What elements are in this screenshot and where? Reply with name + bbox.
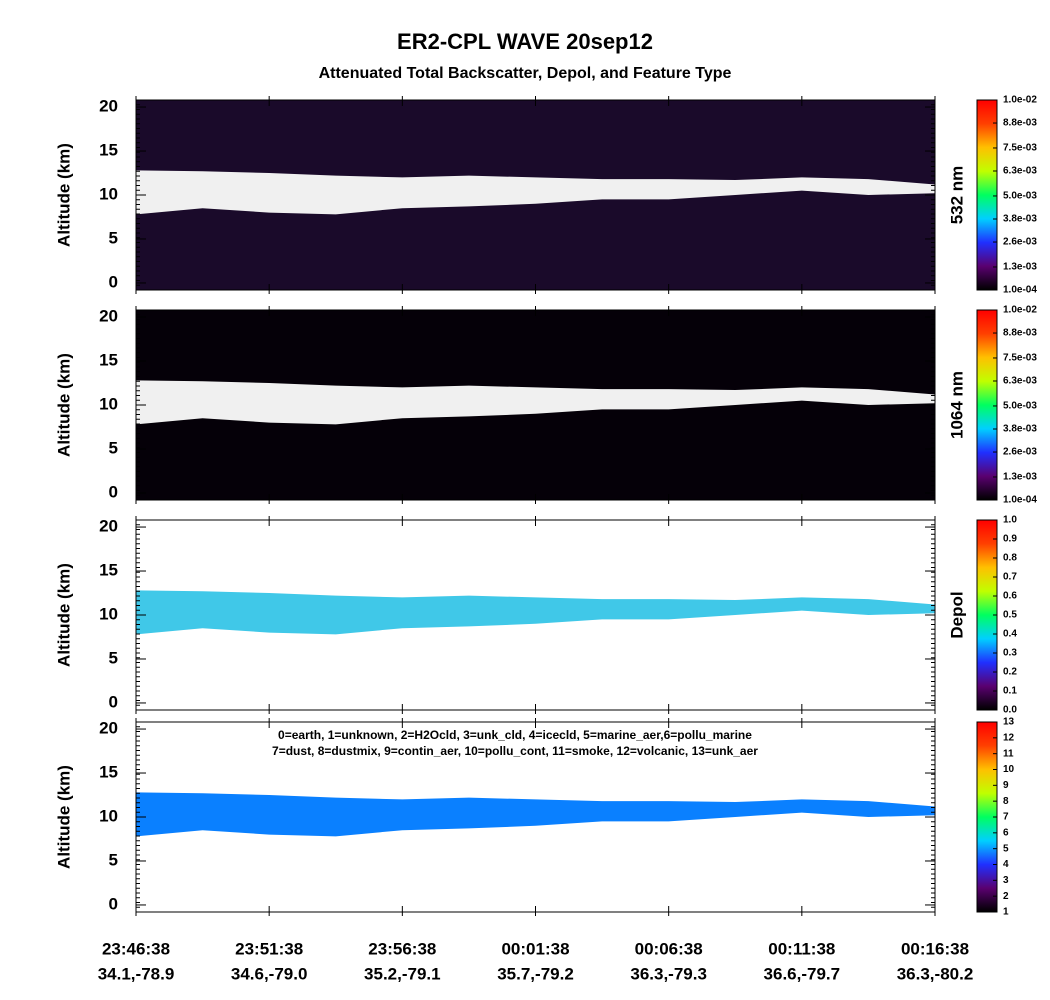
y-tick-label: 15 xyxy=(99,351,118,370)
colorbar-tick-label: 4 xyxy=(1003,859,1009,870)
chart-title: ER2-CPL WAVE 20sep12 xyxy=(397,29,653,54)
colorbar xyxy=(976,99,998,291)
colorbar-tick-label: 8.8e-03 xyxy=(1003,118,1037,129)
colorbar-tick-label: 3.8e-03 xyxy=(1003,424,1037,435)
y-tick-label: 15 xyxy=(99,763,118,782)
y-tick-label: 0 xyxy=(109,272,118,291)
y-tick-label: 10 xyxy=(99,394,118,413)
y-axis-label: Altitude (km) xyxy=(54,143,73,247)
x-tick-sublabel: 36.3,-80.2 xyxy=(897,964,974,983)
colorbar-tick-label: 0.1 xyxy=(1003,686,1017,697)
colorbar-tick-label: 1.0e-02 xyxy=(1003,305,1037,316)
colorbar-tick-label: 0.6 xyxy=(1003,591,1017,602)
colorbar-tick-label: 1.0e-02 xyxy=(1003,95,1037,106)
colorbar-tick-label: 2.6e-03 xyxy=(1003,237,1037,248)
y-axis-label: Altitude (km) xyxy=(54,353,73,457)
colorbar-tick-label: 13 xyxy=(1003,717,1015,728)
colorbar-tick-label: 7.5e-03 xyxy=(1003,353,1037,364)
colorbar-tick-label: 1.3e-03 xyxy=(1003,262,1037,273)
y-tick-label: 20 xyxy=(99,97,118,116)
colorbar-tick-label: 6 xyxy=(1003,827,1009,838)
colorbar-tick-label: 5.0e-03 xyxy=(1003,401,1037,412)
colorbar-tick-label: 0.7 xyxy=(1003,572,1017,583)
x-tick-sublabel: 35.7,-79.2 xyxy=(497,964,574,983)
colorbar-tick-label: 6.3e-03 xyxy=(1003,376,1037,387)
colorbar-tick-label: 10 xyxy=(1003,764,1015,775)
y-tick-label: 15 xyxy=(99,141,118,160)
x-tick-sublabel: 34.6,-79.0 xyxy=(231,964,308,983)
x-tick-label: 00:06:38 xyxy=(635,939,703,958)
colorbar-tick-label: 3 xyxy=(1003,875,1009,886)
y-tick-label: 5 xyxy=(109,850,118,869)
y-tick-label: 20 xyxy=(99,307,118,326)
colorbar-tick-label: 5.0e-03 xyxy=(1003,191,1037,202)
colorbar-tick-label: 8 xyxy=(1003,796,1009,807)
colorbar-tick-label: 1 xyxy=(1003,907,1009,918)
colorbar-tick-label: 1.0e-04 xyxy=(1003,285,1037,296)
colorbar-tick-label: 3.8e-03 xyxy=(1003,214,1037,225)
colorbar xyxy=(976,309,998,501)
y-tick-label: 0 xyxy=(109,692,118,711)
cloud-layer xyxy=(136,170,935,215)
y-tick-label: 10 xyxy=(99,184,118,203)
x-tick-sublabel: 34.1,-78.9 xyxy=(98,964,175,983)
y-tick-label: 20 xyxy=(99,517,118,536)
x-tick-label: 23:56:38 xyxy=(368,939,436,958)
x-tick-label: 00:01:38 xyxy=(501,939,569,958)
side-label: 1064 nm xyxy=(947,371,966,439)
colorbar-tick-label: 0.3 xyxy=(1003,648,1017,659)
colorbar-tick-label: 2 xyxy=(1003,891,1009,902)
colorbar-tick-label: 0.2 xyxy=(1003,667,1017,678)
annotation: 0=earth, 1=unknown, 2=H2Ocld, 3=unk_cld,… xyxy=(278,728,752,742)
y-tick-label: 5 xyxy=(109,228,118,247)
chart-subtitle: Attenuated Total Backscatter, Depol, and… xyxy=(319,65,732,82)
colorbar-tick-label: 1.3e-03 xyxy=(1003,472,1037,483)
colorbar-tick-label: 0.0 xyxy=(1003,705,1017,716)
y-axis-label: Altitude (km) xyxy=(54,765,73,869)
x-tick-sublabel: 35.2,-79.1 xyxy=(364,964,441,983)
colorbar-tick-label: 0.5 xyxy=(1003,610,1017,621)
y-tick-label: 0 xyxy=(109,482,118,501)
y-tick-label: 10 xyxy=(99,806,118,825)
colorbar-tick-label: 7.5e-03 xyxy=(1003,143,1037,154)
side-label: 532 nm xyxy=(947,166,966,225)
x-tick-label: 23:51:38 xyxy=(235,939,303,958)
colorbar-tick-label: 11 xyxy=(1003,748,1014,759)
colorbar-tick-label: 9 xyxy=(1003,780,1009,791)
x-tick-label: 00:11:38 xyxy=(768,939,835,958)
colorbar-tick-label: 2.6e-03 xyxy=(1003,447,1037,458)
colorbar-tick-label: 7 xyxy=(1003,812,1009,823)
colorbar-tick-label: 0.9 xyxy=(1003,534,1017,545)
colorbar-tick-label: 0.4 xyxy=(1003,629,1017,640)
cloud-layer xyxy=(136,380,935,425)
colorbar-tick-label: 5 xyxy=(1003,843,1009,854)
x-tick-label: 00:16:38 xyxy=(901,939,969,958)
y-tick-label: 20 xyxy=(99,719,118,738)
y-tick-label: 0 xyxy=(109,894,118,913)
colorbar-tick-label: 1.0 xyxy=(1003,515,1017,526)
colorbar-tick-label: 0.8 xyxy=(1003,553,1017,564)
y-tick-label: 5 xyxy=(109,438,118,457)
colorbar-tick-label: 12 xyxy=(1003,732,1015,743)
side-label: Depol xyxy=(947,591,966,638)
y-tick-label: 10 xyxy=(99,604,118,623)
x-tick-sublabel: 36.6,-79.7 xyxy=(764,964,841,983)
cloud-layer xyxy=(136,792,935,837)
colorbar-tick-label: 6.3e-03 xyxy=(1003,166,1037,177)
y-axis-label: Altitude (km) xyxy=(54,563,73,667)
cloud-layer xyxy=(136,590,935,635)
y-tick-label: 15 xyxy=(99,561,118,580)
colorbar-tick-label: 1.0e-04 xyxy=(1003,495,1037,506)
colorbar-tick-label: 8.8e-03 xyxy=(1003,328,1037,339)
y-tick-label: 5 xyxy=(109,648,118,667)
x-tick-label: 23:46:38 xyxy=(102,939,170,958)
annotation: 7=dust, 8=dustmix, 9=contin_aer, 10=poll… xyxy=(272,744,758,758)
x-tick-sublabel: 36.3,-79.3 xyxy=(630,964,707,983)
